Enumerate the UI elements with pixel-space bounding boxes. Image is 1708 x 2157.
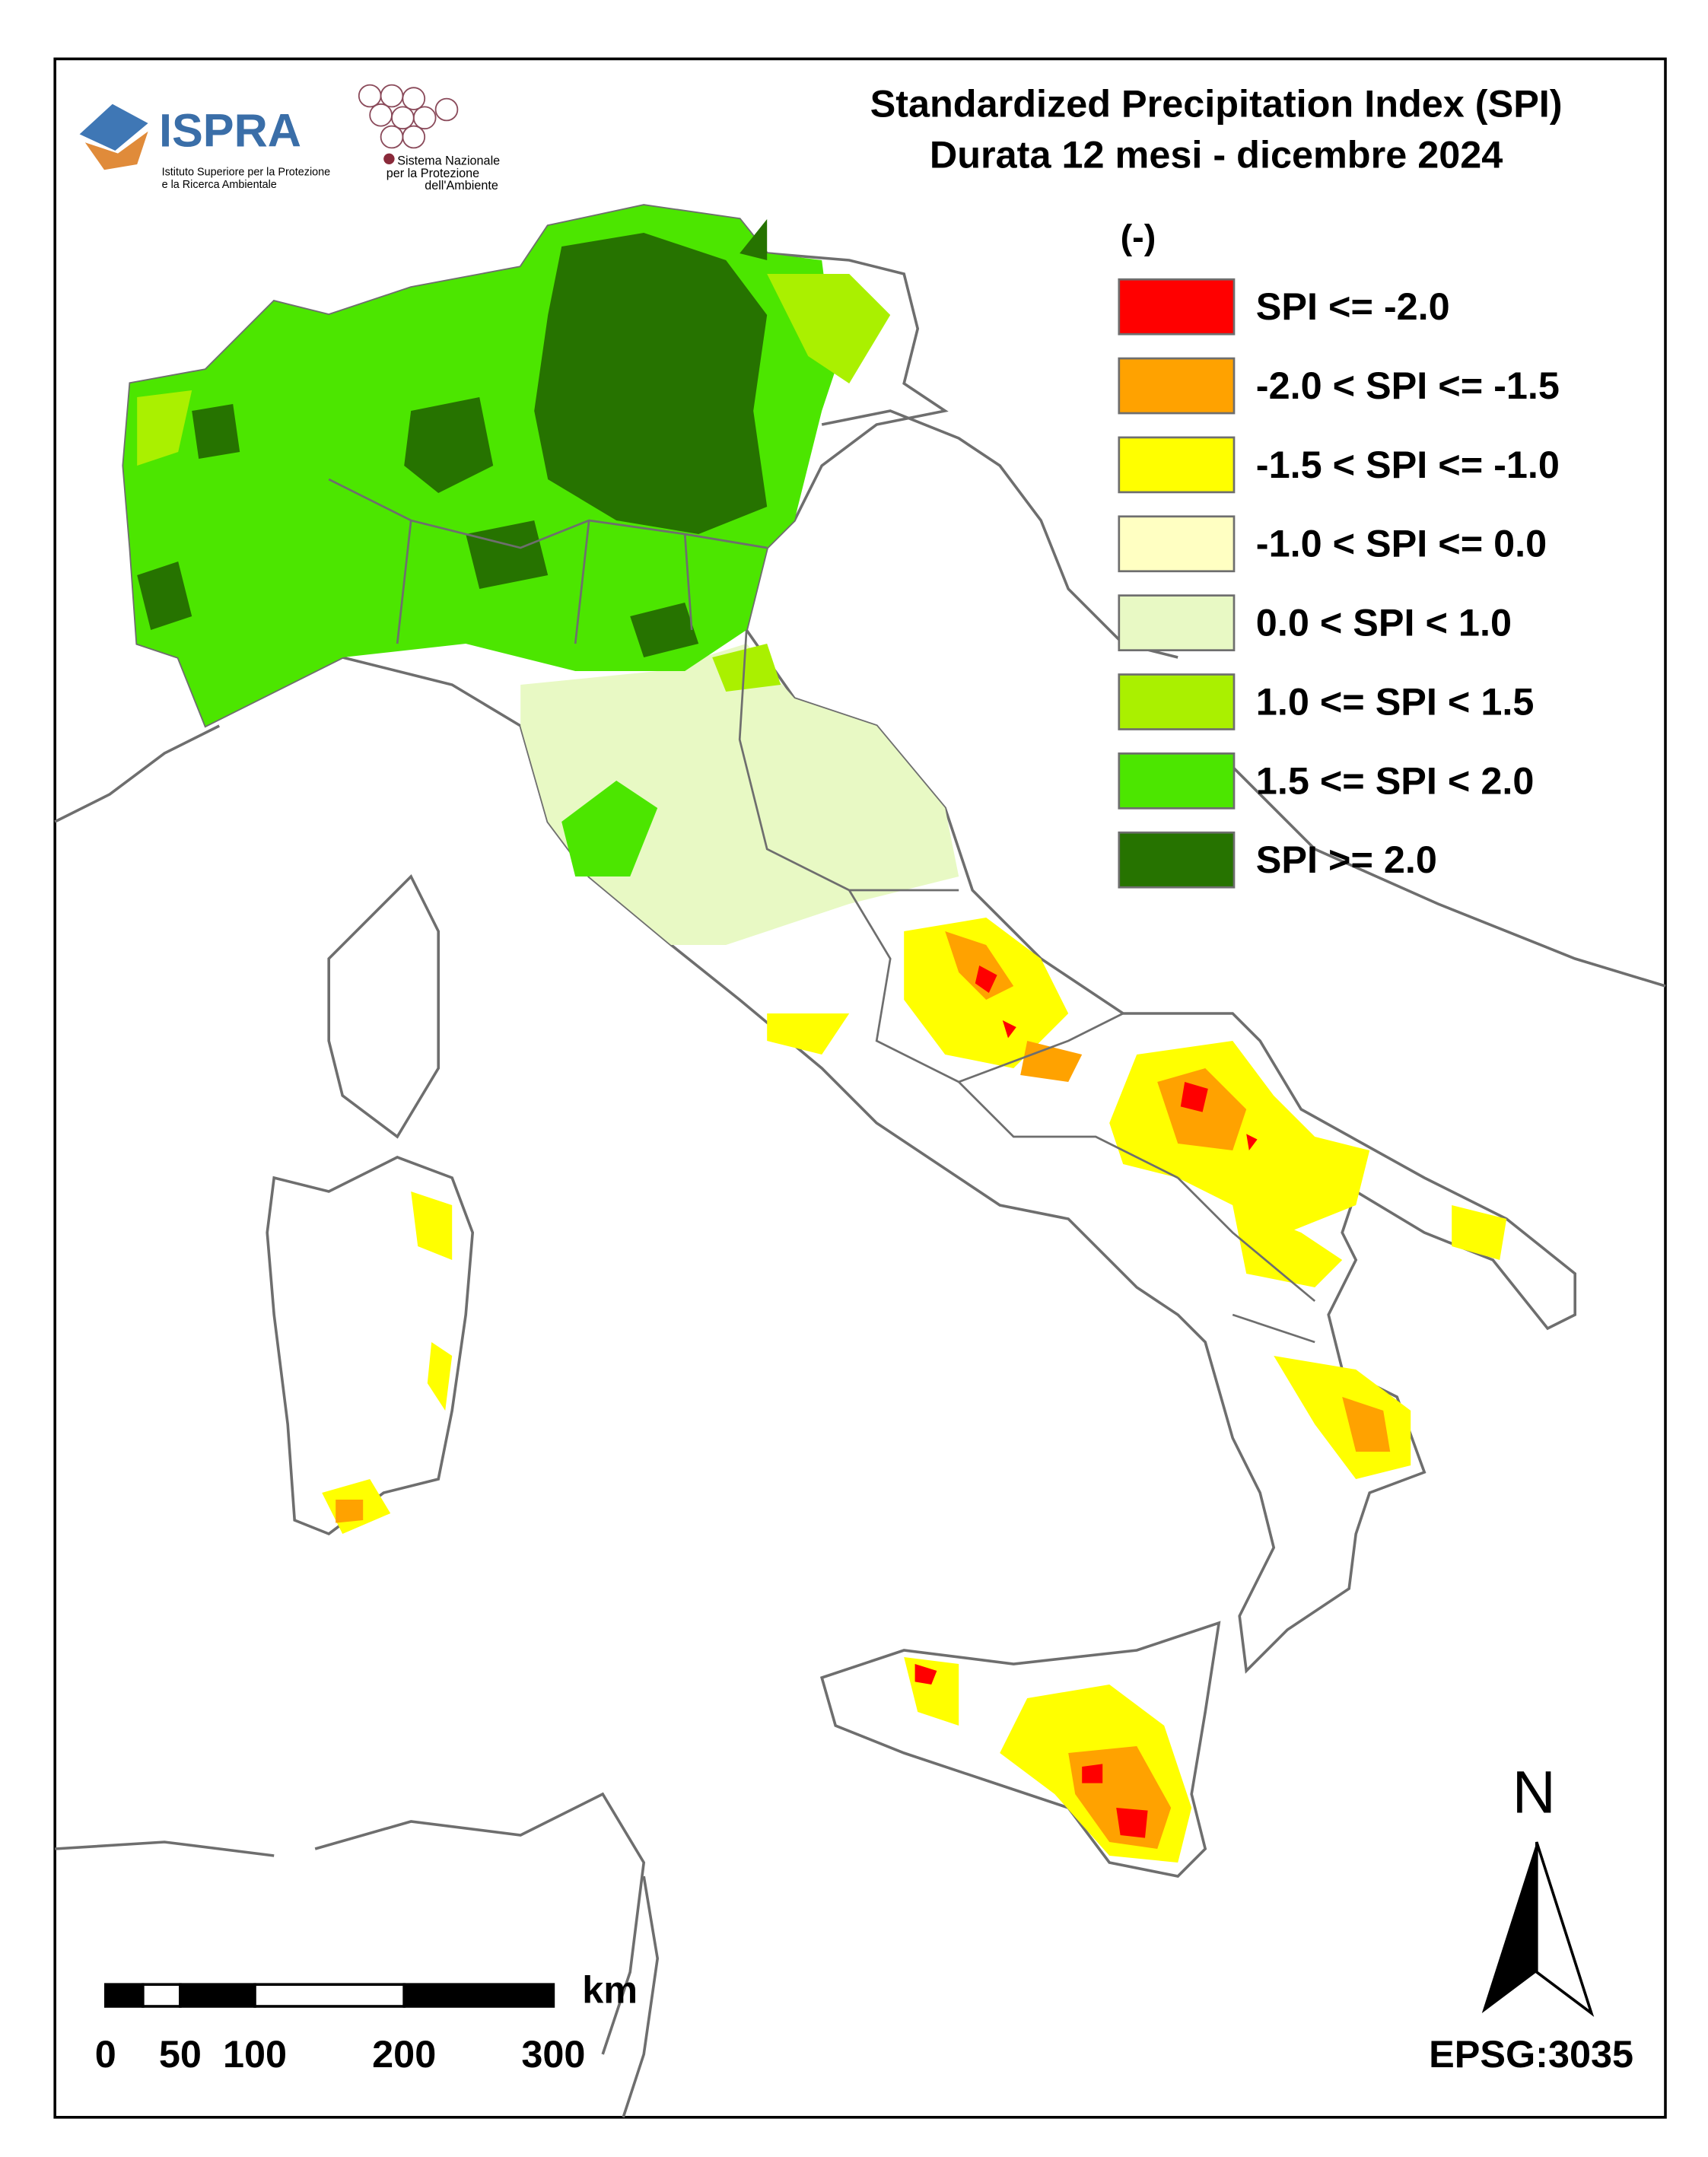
projection: EPSG:3035 <box>1429 2032 1633 2076</box>
legend-swatch <box>1118 594 1236 651</box>
spi-area <box>534 233 768 534</box>
logo-subtext: Istituto Superiore per la Protezione <box>162 167 331 179</box>
foreign-coast <box>622 1875 660 2118</box>
legend-label: -1.5 < SPI <= -1.0 <box>1256 443 1560 486</box>
region-border <box>328 478 1316 1344</box>
foreign-coast <box>54 724 646 2055</box>
spi-area <box>945 931 1391 1452</box>
land <box>54 204 1666 2118</box>
sicily <box>819 1621 1221 1878</box>
north-label: N <box>1512 1758 1556 1826</box>
legend-label: -2.0 < SPI <= -1.5 <box>1256 364 1560 407</box>
spi-area <box>975 966 1258 1150</box>
title: Standardized Precipitation Index (SPI) <box>870 82 1563 126</box>
legend-label: SPI >= 2.0 <box>1256 838 1437 881</box>
legend-swatch <box>1118 436 1236 494</box>
logo-mark <box>79 103 148 151</box>
corsica <box>327 873 440 1139</box>
scale-segment <box>402 1983 555 2008</box>
spi-area <box>137 219 768 657</box>
legend-label: SPI <= -2.0 <box>1256 285 1450 328</box>
legend-unit: (-) <box>1121 217 1156 256</box>
logo-subtext: Sistema Nazionale <box>397 154 500 168</box>
legend-swatch <box>1118 831 1236 889</box>
spi-area <box>322 1191 453 1534</box>
logo-mark <box>84 131 148 170</box>
scale-segment <box>179 1983 256 2008</box>
scale-unit: km <box>582 1968 638 2011</box>
scale-bar: 0 50 100 200 300 <box>95 1983 585 2076</box>
scale-segment <box>142 1983 182 2008</box>
spi-area <box>561 781 658 876</box>
ispra-logo: ISPRA Istituto Superiore per la Protezio… <box>79 103 331 191</box>
scale-segment <box>253 1983 406 2008</box>
logo-subtext: e la Ricerca Ambientale <box>162 179 277 191</box>
legend-swatch <box>1118 357 1236 415</box>
scale-label: 200 <box>372 2032 436 2076</box>
snpa-logo: Sistema Nazionale per la Protezione dell… <box>358 84 500 192</box>
legend-swatch <box>1118 278 1236 336</box>
legend-label: -1.0 < SPI <= 0.0 <box>1256 522 1547 565</box>
legend-label: 1.5 <= SPI < 2.0 <box>1256 759 1535 802</box>
scale-label: 0 <box>95 2032 116 2076</box>
north-arrow: N <box>1481 1758 1595 2017</box>
spi-area <box>914 1664 1148 1838</box>
legend-label: 0.0 < SPI < 1.0 <box>1256 601 1512 644</box>
spi-area <box>336 1500 364 1523</box>
legend-label: 1.0 <= SPI < 1.5 <box>1256 679 1535 723</box>
scale-segment <box>103 1983 145 2008</box>
spi-area <box>137 274 891 692</box>
legend-swatch <box>1118 515 1236 573</box>
legend-swatch <box>1118 752 1236 810</box>
arrow-half <box>1535 1841 1595 2017</box>
scale-label: 50 <box>159 2032 202 2076</box>
sardinia <box>266 1156 475 1536</box>
arrow-half <box>1481 1842 1537 2013</box>
foreign-coast <box>821 409 1666 988</box>
legend-swatch <box>1118 673 1236 730</box>
logo-subtext: per la Protezione <box>386 167 479 180</box>
scale-label: 100 <box>223 2032 287 2076</box>
logo-subtext: dell'Ambiente <box>425 179 498 192</box>
legend: SPI <= -2.0 -2.0 < SPI <= -1.5 -1.5 < SPI … <box>1118 278 1560 889</box>
title: Durata 12 mesi - dicembre 2024 <box>930 132 1503 176</box>
logo-text: ISPRA <box>159 105 301 157</box>
scale-label: 300 <box>521 2032 585 2076</box>
